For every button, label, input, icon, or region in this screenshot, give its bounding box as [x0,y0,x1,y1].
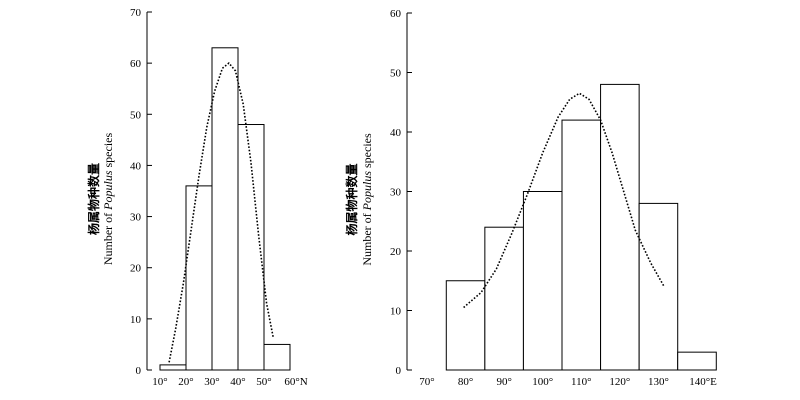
y-axis-title-en-genus-left: Populus [101,170,115,211]
x-tick-label-left-3: 40° [230,376,245,388]
y-axis-title-en-suffix-left: species [101,133,115,171]
y-tick-label-right-0: 0 [396,365,402,377]
y-tick-label-left-10: 10 [130,314,142,326]
x-tick-label-right-2: 90° [496,376,511,388]
bar-right-0 [445,280,486,371]
bar-right-2 [522,191,563,371]
x-tick-label-right-4: 110° [571,376,592,388]
bar-left-2 [211,47,239,371]
x-tick-label-right-3: 100° [532,376,553,388]
chart-right: 0 10 20 30 40 50 60 70° 80° 90° 100° 110° 120° 130° 14… [344,8,717,388]
y-tick-label-left-30: 30 [130,212,142,224]
x-tick-label-right-1: 80° [458,376,473,388]
fit-curve-right [463,92,665,309]
y-axis-title-en-right: Number of Populus species [360,133,374,266]
bar-right-6 [677,351,717,371]
x-tick-label-right-0: 70° [419,376,434,388]
bar-left-4 [263,343,291,371]
bar-right-4 [600,83,640,371]
y-tick-label-right-50: 50 [390,68,402,80]
y-axis-title-en-left: Number of Populus species [101,133,115,266]
y-tick-label-right-40: 40 [390,127,402,139]
y-tick-label-left-20: 20 [130,263,142,275]
y-tick-label-left-50: 50 [130,109,142,121]
bar-left-0 [159,364,187,371]
x-tick-label-left-4: 50° [256,376,271,388]
x-tick-label-left-5: 60°N [284,376,307,388]
y-tick-label-left-60: 60 [130,58,142,70]
y-tick-label-left-70: 70 [130,7,142,19]
y-axis-title-en-suffix-right: species [360,133,374,171]
x-tick-label-left-0: 10° [152,376,167,388]
y-tick-label-right-20: 20 [390,246,402,258]
y-axis-title-zh-left: 杨属物种数量 [86,163,101,235]
bar-right-5 [638,202,679,371]
y-axis-title-zh-right: 杨属物种数量 [344,163,359,235]
bar-right-1 [484,226,524,371]
y-tick-label-left-0: 0 [136,365,142,377]
bar-right-3 [561,119,602,371]
y-tick-label-right-60: 60 [390,8,402,20]
x-tick-label-left-1: 20° [178,376,193,388]
y-tick-label-left-40: 40 [130,160,142,172]
x-tick-label-right-6: 130° [648,376,669,388]
chart-left: 0 10 20 30 40 50 60 70 10° 20° 30° 40° 50° 60°N 杨属物种数量… [86,7,308,388]
y-axis-title-en-genus-right: Populus [360,171,374,212]
y-tick-label-right-30: 30 [390,187,402,199]
bar-left-3 [237,124,265,371]
x-tick-label-right-7: 140°E [689,376,717,388]
y-axis-title-en-prefix-left: Number of [101,210,115,265]
x-tick-label-left-2: 30° [204,376,219,388]
y-axis-title-en-prefix-right: Number of [360,210,374,265]
bar-left-1 [185,185,213,371]
x-tick-label-right-5: 120° [609,376,630,388]
y-tick-label-right-10: 10 [390,306,402,318]
